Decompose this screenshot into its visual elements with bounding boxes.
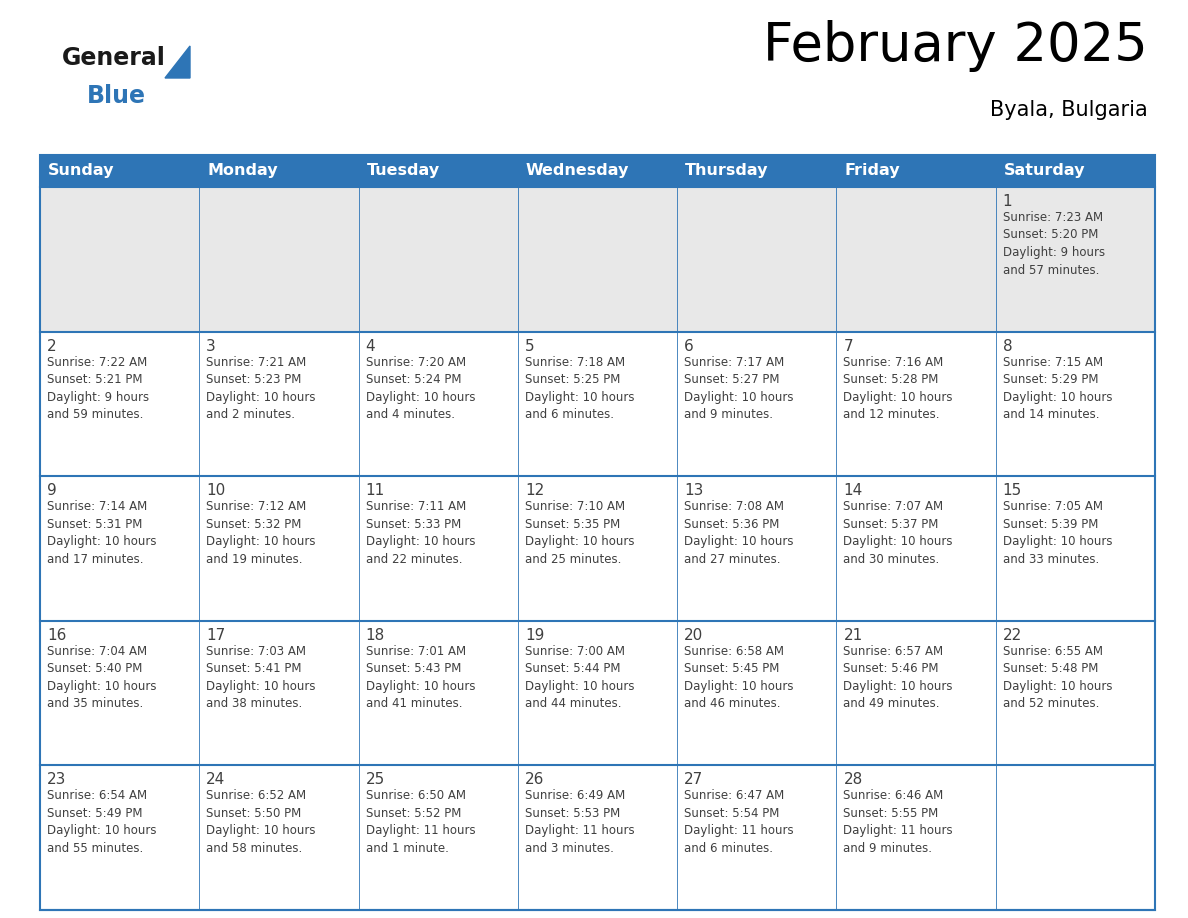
Bar bbox=[40, 621, 1155, 766]
Text: 8: 8 bbox=[1003, 339, 1012, 353]
Polygon shape bbox=[165, 46, 190, 78]
Text: 4: 4 bbox=[366, 339, 375, 353]
Bar bbox=[40, 476, 1155, 621]
Text: 15: 15 bbox=[1003, 483, 1022, 498]
Text: General: General bbox=[62, 46, 166, 70]
Text: 26: 26 bbox=[525, 772, 544, 788]
Text: 14: 14 bbox=[843, 483, 862, 498]
Text: Sunrise: 6:52 AM
Sunset: 5:50 PM
Daylight: 10 hours
and 58 minutes.: Sunrise: 6:52 AM Sunset: 5:50 PM Dayligh… bbox=[207, 789, 316, 855]
Text: Sunrise: 7:14 AM
Sunset: 5:31 PM
Daylight: 10 hours
and 17 minutes.: Sunrise: 7:14 AM Sunset: 5:31 PM Dayligh… bbox=[48, 500, 157, 565]
Text: Sunrise: 7:15 AM
Sunset: 5:29 PM
Daylight: 10 hours
and 14 minutes.: Sunrise: 7:15 AM Sunset: 5:29 PM Dayligh… bbox=[1003, 355, 1112, 421]
Text: Sunrise: 6:58 AM
Sunset: 5:45 PM
Daylight: 10 hours
and 46 minutes.: Sunrise: 6:58 AM Sunset: 5:45 PM Dayligh… bbox=[684, 644, 794, 711]
Bar bbox=[40, 766, 1155, 910]
Text: 17: 17 bbox=[207, 628, 226, 643]
Bar bbox=[40, 331, 1155, 476]
Text: Sunrise: 7:05 AM
Sunset: 5:39 PM
Daylight: 10 hours
and 33 minutes.: Sunrise: 7:05 AM Sunset: 5:39 PM Dayligh… bbox=[1003, 500, 1112, 565]
Text: Sunrise: 6:46 AM
Sunset: 5:55 PM
Daylight: 11 hours
and 9 minutes.: Sunrise: 6:46 AM Sunset: 5:55 PM Dayligh… bbox=[843, 789, 953, 855]
Text: Sunrise: 7:11 AM
Sunset: 5:33 PM
Daylight: 10 hours
and 22 minutes.: Sunrise: 7:11 AM Sunset: 5:33 PM Dayligh… bbox=[366, 500, 475, 565]
Text: Sunrise: 7:12 AM
Sunset: 5:32 PM
Daylight: 10 hours
and 19 minutes.: Sunrise: 7:12 AM Sunset: 5:32 PM Dayligh… bbox=[207, 500, 316, 565]
Text: 18: 18 bbox=[366, 628, 385, 643]
Text: 24: 24 bbox=[207, 772, 226, 788]
Text: Sunrise: 6:50 AM
Sunset: 5:52 PM
Daylight: 11 hours
and 1 minute.: Sunrise: 6:50 AM Sunset: 5:52 PM Dayligh… bbox=[366, 789, 475, 855]
Text: Sunrise: 6:54 AM
Sunset: 5:49 PM
Daylight: 10 hours
and 55 minutes.: Sunrise: 6:54 AM Sunset: 5:49 PM Dayligh… bbox=[48, 789, 157, 855]
Text: Thursday: Thursday bbox=[685, 163, 769, 178]
Text: Friday: Friday bbox=[845, 163, 901, 178]
Text: Monday: Monday bbox=[207, 163, 278, 178]
Text: 22: 22 bbox=[1003, 628, 1022, 643]
Text: 28: 28 bbox=[843, 772, 862, 788]
Text: 19: 19 bbox=[525, 628, 544, 643]
Text: 6: 6 bbox=[684, 339, 694, 353]
Text: Sunrise: 7:10 AM
Sunset: 5:35 PM
Daylight: 10 hours
and 25 minutes.: Sunrise: 7:10 AM Sunset: 5:35 PM Dayligh… bbox=[525, 500, 634, 565]
Bar bbox=[40, 155, 1155, 187]
Text: Saturday: Saturday bbox=[1004, 163, 1085, 178]
Text: Sunrise: 6:47 AM
Sunset: 5:54 PM
Daylight: 11 hours
and 6 minutes.: Sunrise: 6:47 AM Sunset: 5:54 PM Dayligh… bbox=[684, 789, 794, 855]
Text: Sunrise: 7:01 AM
Sunset: 5:43 PM
Daylight: 10 hours
and 41 minutes.: Sunrise: 7:01 AM Sunset: 5:43 PM Dayligh… bbox=[366, 644, 475, 711]
Text: February 2025: February 2025 bbox=[763, 20, 1148, 72]
Bar bbox=[40, 155, 1155, 910]
Text: 25: 25 bbox=[366, 772, 385, 788]
Text: 1: 1 bbox=[1003, 194, 1012, 209]
Text: 21: 21 bbox=[843, 628, 862, 643]
Text: Sunrise: 7:16 AM
Sunset: 5:28 PM
Daylight: 10 hours
and 12 minutes.: Sunrise: 7:16 AM Sunset: 5:28 PM Dayligh… bbox=[843, 355, 953, 421]
Text: Sunrise: 7:04 AM
Sunset: 5:40 PM
Daylight: 10 hours
and 35 minutes.: Sunrise: 7:04 AM Sunset: 5:40 PM Dayligh… bbox=[48, 644, 157, 711]
Text: Sunrise: 7:07 AM
Sunset: 5:37 PM
Daylight: 10 hours
and 30 minutes.: Sunrise: 7:07 AM Sunset: 5:37 PM Dayligh… bbox=[843, 500, 953, 565]
Text: 2: 2 bbox=[48, 339, 57, 353]
Text: 20: 20 bbox=[684, 628, 703, 643]
Text: 3: 3 bbox=[207, 339, 216, 353]
Bar bbox=[40, 187, 1155, 331]
Text: Sunrise: 7:00 AM
Sunset: 5:44 PM
Daylight: 10 hours
and 44 minutes.: Sunrise: 7:00 AM Sunset: 5:44 PM Dayligh… bbox=[525, 644, 634, 711]
Text: Sunrise: 7:08 AM
Sunset: 5:36 PM
Daylight: 10 hours
and 27 minutes.: Sunrise: 7:08 AM Sunset: 5:36 PM Dayligh… bbox=[684, 500, 794, 565]
Text: Sunrise: 7:21 AM
Sunset: 5:23 PM
Daylight: 10 hours
and 2 minutes.: Sunrise: 7:21 AM Sunset: 5:23 PM Dayligh… bbox=[207, 355, 316, 421]
Text: Tuesday: Tuesday bbox=[367, 163, 440, 178]
Text: Sunrise: 7:20 AM
Sunset: 5:24 PM
Daylight: 10 hours
and 4 minutes.: Sunrise: 7:20 AM Sunset: 5:24 PM Dayligh… bbox=[366, 355, 475, 421]
Text: 7: 7 bbox=[843, 339, 853, 353]
Text: 16: 16 bbox=[48, 628, 67, 643]
Text: Sunrise: 7:23 AM
Sunset: 5:20 PM
Daylight: 9 hours
and 57 minutes.: Sunrise: 7:23 AM Sunset: 5:20 PM Dayligh… bbox=[1003, 211, 1105, 276]
Text: 5: 5 bbox=[525, 339, 535, 353]
Text: Sunrise: 7:03 AM
Sunset: 5:41 PM
Daylight: 10 hours
and 38 minutes.: Sunrise: 7:03 AM Sunset: 5:41 PM Dayligh… bbox=[207, 644, 316, 711]
Text: Sunrise: 6:55 AM
Sunset: 5:48 PM
Daylight: 10 hours
and 52 minutes.: Sunrise: 6:55 AM Sunset: 5:48 PM Dayligh… bbox=[1003, 644, 1112, 711]
Text: Wednesday: Wednesday bbox=[526, 163, 630, 178]
Text: 10: 10 bbox=[207, 483, 226, 498]
Text: Sunrise: 7:17 AM
Sunset: 5:27 PM
Daylight: 10 hours
and 9 minutes.: Sunrise: 7:17 AM Sunset: 5:27 PM Dayligh… bbox=[684, 355, 794, 421]
Text: Sunrise: 7:18 AM
Sunset: 5:25 PM
Daylight: 10 hours
and 6 minutes.: Sunrise: 7:18 AM Sunset: 5:25 PM Dayligh… bbox=[525, 355, 634, 421]
Text: Blue: Blue bbox=[87, 84, 146, 108]
Text: Sunday: Sunday bbox=[48, 163, 114, 178]
Text: Sunrise: 7:22 AM
Sunset: 5:21 PM
Daylight: 9 hours
and 59 minutes.: Sunrise: 7:22 AM Sunset: 5:21 PM Dayligh… bbox=[48, 355, 150, 421]
Text: Sunrise: 6:49 AM
Sunset: 5:53 PM
Daylight: 11 hours
and 3 minutes.: Sunrise: 6:49 AM Sunset: 5:53 PM Dayligh… bbox=[525, 789, 634, 855]
Text: 11: 11 bbox=[366, 483, 385, 498]
Text: 27: 27 bbox=[684, 772, 703, 788]
Text: 12: 12 bbox=[525, 483, 544, 498]
Text: 9: 9 bbox=[48, 483, 57, 498]
Text: 23: 23 bbox=[48, 772, 67, 788]
Text: Byala, Bulgaria: Byala, Bulgaria bbox=[991, 100, 1148, 120]
Text: Sunrise: 6:57 AM
Sunset: 5:46 PM
Daylight: 10 hours
and 49 minutes.: Sunrise: 6:57 AM Sunset: 5:46 PM Dayligh… bbox=[843, 644, 953, 711]
Text: 13: 13 bbox=[684, 483, 703, 498]
